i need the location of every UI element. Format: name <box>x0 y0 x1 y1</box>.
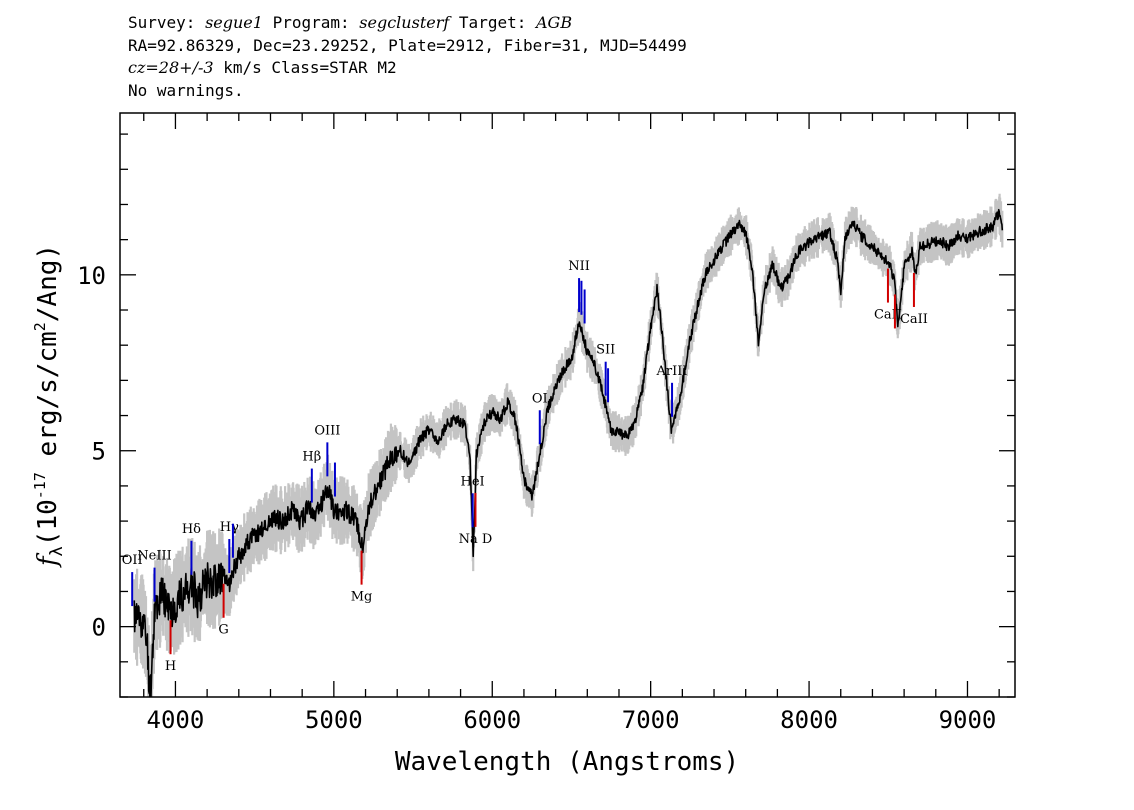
absorption-line-label: CaII <box>874 308 902 323</box>
survey-value: segue1 <box>205 13 263 32</box>
spectrum-header: Survey: segue1 Program: segclusterf Targ… <box>128 12 687 102</box>
x-tick-label: 9000 <box>939 706 997 734</box>
absorption-line-label: H <box>165 659 176 674</box>
cz-value: cz=28+/-3 <box>128 58 214 77</box>
absorption-line-label: Na D <box>459 532 493 547</box>
emission-line-label: HeI <box>461 474 485 489</box>
plot-frame <box>119 112 1016 698</box>
program-value: segclusterf <box>359 13 450 32</box>
target-value: AGB <box>536 13 573 32</box>
emission-line-label: Hβ <box>302 450 321 465</box>
header-line-coordinates: RA=92.86329, Dec=23.29252, Plate=2912, F… <box>128 35 687 55</box>
x-tick-label: 5000 <box>305 706 363 734</box>
flux-series-layer <box>133 208 1004 697</box>
emission-line-label: NII <box>568 259 590 274</box>
emission-line-label: Hδ <box>182 522 201 537</box>
header-line-survey: Survey: segue1 Program: segclusterf Targ… <box>128 12 687 35</box>
emission-line-label: NeIII <box>137 549 171 564</box>
absorption-line-label: Mg <box>351 590 373 605</box>
emission-line-label: OIII <box>314 423 340 438</box>
flux-series-line <box>133 208 1004 697</box>
target-label: Target: <box>458 13 527 32</box>
emission-line-label: Hγ <box>220 520 239 535</box>
x-tick-label: 8000 <box>780 706 838 734</box>
y-axis-title: fλ(10-17 erg/s/cm2/Ang) <box>31 244 67 568</box>
x-tick-label: 4000 <box>147 706 205 734</box>
emission-line-label: OI <box>532 391 548 406</box>
x-axis-title: Wavelength (Angstroms) <box>395 747 739 777</box>
y-tick-label: 5 <box>92 438 106 466</box>
axis-ticks: 4000 5000 6000 7000 8000 9000 0 5 10 <box>77 113 1015 734</box>
absorption-line-label: CaII <box>900 312 928 327</box>
header-line-warnings: No warnings. <box>128 80 244 100</box>
emission-line-label: SII <box>596 343 615 358</box>
header-line-redshift: cz=28+/-3 km/s Class=STAR M2 <box>128 57 687 80</box>
y-tick-label: 10 <box>77 262 106 290</box>
program-label: Program: <box>272 13 350 32</box>
survey-label: Survey: <box>128 13 196 32</box>
y-tick-label: 0 <box>92 614 106 642</box>
cz-rest: km/s Class=STAR M2 <box>223 58 397 77</box>
emission-line-label: ArIII <box>656 364 688 379</box>
absorption-line-label: G <box>218 623 228 638</box>
x-tick-label: 6000 <box>463 706 521 734</box>
x-tick-label: 7000 <box>622 706 680 734</box>
